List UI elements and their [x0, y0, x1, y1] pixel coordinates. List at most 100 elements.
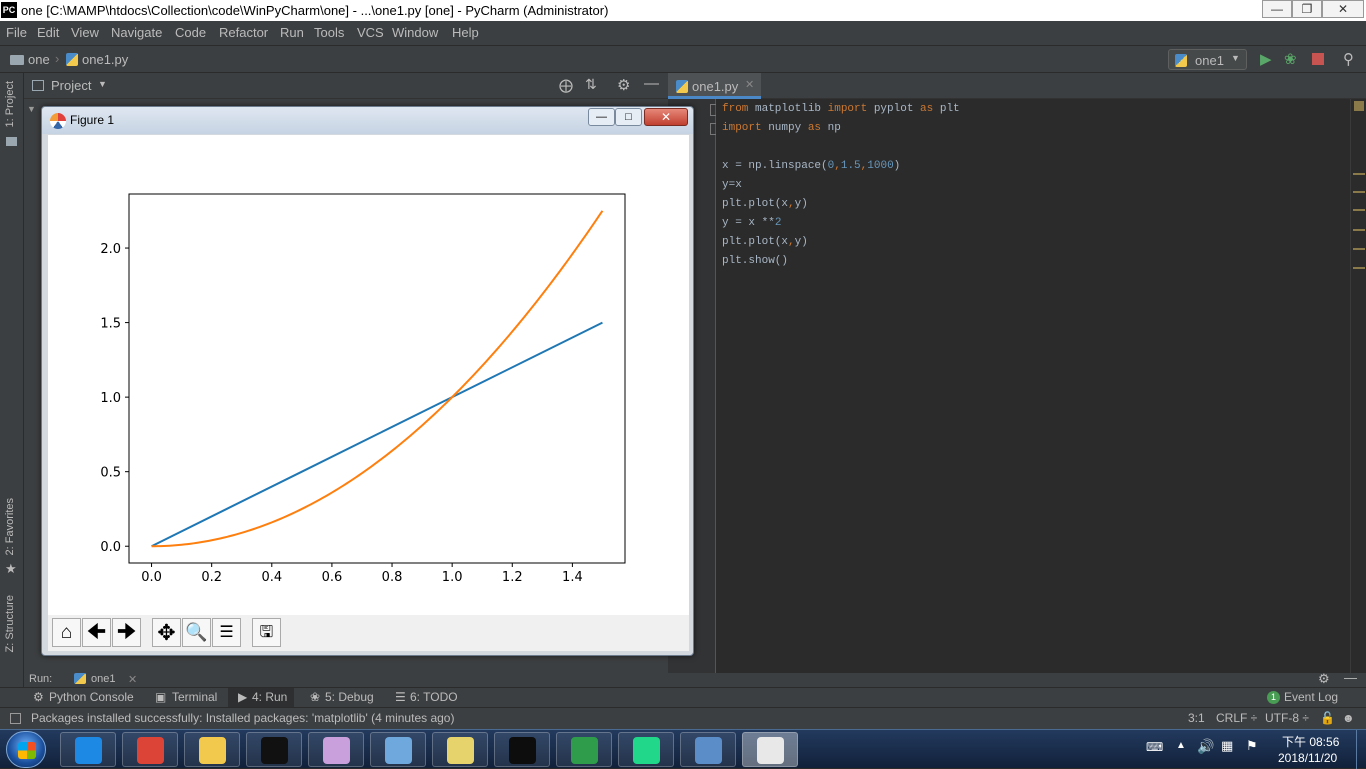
scroll-from-source-icon[interactable]: ⨁ [559, 77, 573, 93]
hide-panel-icon[interactable]: — [644, 75, 659, 92]
clock-date[interactable]: 2018/11/20 [1278, 751, 1338, 765]
taskbar-app-button[interactable] [184, 732, 240, 767]
lock-icon[interactable]: 🔓 [1320, 711, 1335, 725]
warning-stripe-mark[interactable] [1353, 209, 1365, 211]
code-line[interactable]: plt.show() [722, 255, 788, 267]
menu-code[interactable]: Code [175, 25, 207, 40]
taskbar-app-button[interactable] [556, 732, 612, 767]
menu-help[interactable]: Help [452, 25, 479, 40]
status-message[interactable]: Packages installed successfully: Install… [31, 711, 455, 725]
gear-icon[interactable]: ⚙ [1318, 671, 1330, 686]
zoom-icon[interactable]: 🔍 [182, 618, 211, 647]
fold-marker-icon[interactable] [710, 104, 716, 116]
breadcrumb-project[interactable]: one [28, 52, 50, 67]
code-line[interactable]: y=x [722, 179, 742, 191]
gear-icon[interactable]: ⚙ [617, 77, 631, 94]
show-hidden-icons[interactable]: ▲ [1176, 740, 1186, 751]
menu-run[interactable]: Run [280, 25, 304, 40]
project-tool-tab[interactable]: 1: Project [4, 81, 16, 128]
back-arrow-icon[interactable]: 🠈 [82, 618, 111, 647]
run-icon[interactable]: ▶ [1260, 51, 1272, 68]
caret-position[interactable]: 3:1 [1188, 711, 1205, 725]
code-line[interactable]: plt.plot(x,y) [722, 198, 808, 210]
taskbar-app-button[interactable] [618, 732, 674, 767]
home-icon[interactable]: ⌂ [52, 618, 81, 647]
start-button[interactable] [6, 731, 46, 768]
editor-tab-one1[interactable]: one1.py ✕ [668, 73, 761, 99]
figure-title-bar[interactable]: Figure 1 — □ ✕ [42, 107, 693, 134]
taskbar-app-button[interactable] [680, 732, 736, 767]
clock-time[interactable]: 下午 08:56 [1282, 735, 1340, 749]
taskbar-app-button[interactable] [122, 732, 178, 767]
code-line[interactable]: y = x **2 [722, 217, 781, 229]
code-line[interactable]: import numpy as np [722, 122, 841, 134]
inspection-icon[interactable]: ☻ [1342, 711, 1355, 725]
search-icon[interactable]: ⚲ [1343, 51, 1354, 68]
taskbar-app-button[interactable] [742, 732, 798, 767]
code-editor[interactable]: from matplotlib import pyplot as plt impo… [717, 99, 1350, 673]
run-panel-tab[interactable]: one1 [91, 673, 116, 685]
network-icon[interactable]: ▦ [1221, 738, 1234, 753]
stop-icon[interactable] [1312, 53, 1324, 65]
close-button[interactable]: ✕ [1322, 0, 1364, 18]
menu-refactor[interactable]: Refactor [219, 25, 269, 40]
tool-window-todo[interactable]: 6: TODO [410, 690, 458, 704]
chevron-down-icon[interactable]: ▼ [98, 79, 107, 89]
forward-arrow-icon[interactable]: 🠊 [112, 618, 141, 647]
configure-subplots-icon[interactable]: ☰ [212, 618, 241, 647]
hide-panel-icon[interactable]: — [1344, 670, 1357, 685]
tool-window-debug[interactable]: 5: Debug [325, 690, 374, 704]
menu-file[interactable]: File [6, 25, 27, 40]
tree-expand-icon[interactable]: ▼ [27, 104, 36, 114]
pan-icon[interactable]: ✥ [152, 618, 181, 647]
warning-stripe-mark[interactable] [1353, 267, 1365, 269]
minimize-button[interactable]: — [1262, 0, 1292, 18]
structure-tool-tab[interactable]: Z: Structure [4, 595, 16, 653]
warning-stripe-mark[interactable] [1353, 191, 1365, 193]
save-icon[interactable]: 🖫 [252, 618, 281, 647]
inspection-status-icon[interactable] [1354, 101, 1364, 111]
figure-close-button[interactable]: ✕ [644, 108, 688, 126]
warning-stripe-mark[interactable] [1353, 173, 1365, 175]
figure-maximize-button[interactable]: □ [615, 108, 642, 126]
taskbar-app-button[interactable] [308, 732, 364, 767]
fold-marker-icon[interactable] [710, 123, 716, 135]
tool-window-toggle-icon[interactable] [10, 713, 21, 724]
tool-window-terminal[interactable]: Terminal [172, 690, 218, 704]
code-line[interactable]: from matplotlib import pyplot as plt [722, 103, 960, 115]
figure-minimize-button[interactable]: — [588, 108, 615, 126]
menu-edit[interactable]: Edit [37, 25, 60, 40]
action-center-icon[interactable]: ⚑ [1246, 738, 1258, 753]
debug-icon[interactable]: ❀ [1284, 51, 1297, 68]
tool-window-run-active[interactable]: ▶ 4: Run [228, 688, 294, 707]
menu-window[interactable]: Window [392, 25, 439, 40]
breadcrumb-file[interactable]: one1.py [82, 52, 129, 67]
menu-tools[interactable]: Tools [314, 25, 345, 40]
warning-stripe-mark[interactable] [1353, 229, 1365, 231]
keyboard-icon[interactable]: ⌨ [1146, 740, 1164, 754]
menu-view[interactable]: View [71, 25, 99, 40]
run-configuration-select[interactable]: one1 ▼ [1168, 49, 1247, 70]
show-desktop-button[interactable] [1356, 730, 1366, 769]
favorites-tool-tab[interactable]: 2: Favorites [4, 498, 16, 556]
collapse-all-icon[interactable]: ⇅ [585, 76, 597, 92]
event-log-button[interactable]: Event Log [1284, 690, 1339, 704]
project-panel-title[interactable]: Project [51, 78, 92, 93]
warning-stripe-mark[interactable] [1353, 248, 1365, 250]
tool-window-python-console[interactable]: Python Console [49, 690, 134, 704]
volume-icon[interactable]: 🔊 [1197, 738, 1215, 754]
menu-navigate[interactable]: Navigate [111, 25, 163, 40]
menu-vcs[interactable]: VCS [357, 25, 384, 40]
maximize-button[interactable]: ❐ [1292, 0, 1322, 18]
code-line[interactable]: x = np.linspace(0,1.5,1000) [722, 160, 900, 172]
taskbar-app-button[interactable] [246, 732, 302, 767]
encoding-select[interactable]: UTF-8 ÷ [1265, 711, 1309, 725]
figure-canvas[interactable]: 0.0 0.2 0.4 0.6 0.8 1.0 1.2 1.4 0.0 0.5 1.0 1.5 2.0 [48, 135, 689, 615]
close-tab-icon[interactable]: ✕ [745, 79, 755, 91]
close-tab-icon[interactable]: ✕ [128, 674, 138, 686]
line-separator-select[interactable]: CRLF ÷ [1216, 711, 1258, 725]
taskbar-app-button[interactable] [494, 732, 550, 767]
taskbar-app-button[interactable] [432, 732, 488, 767]
taskbar-app-button[interactable] [60, 732, 116, 767]
code-line[interactable]: plt.plot(x,y) [722, 236, 808, 248]
